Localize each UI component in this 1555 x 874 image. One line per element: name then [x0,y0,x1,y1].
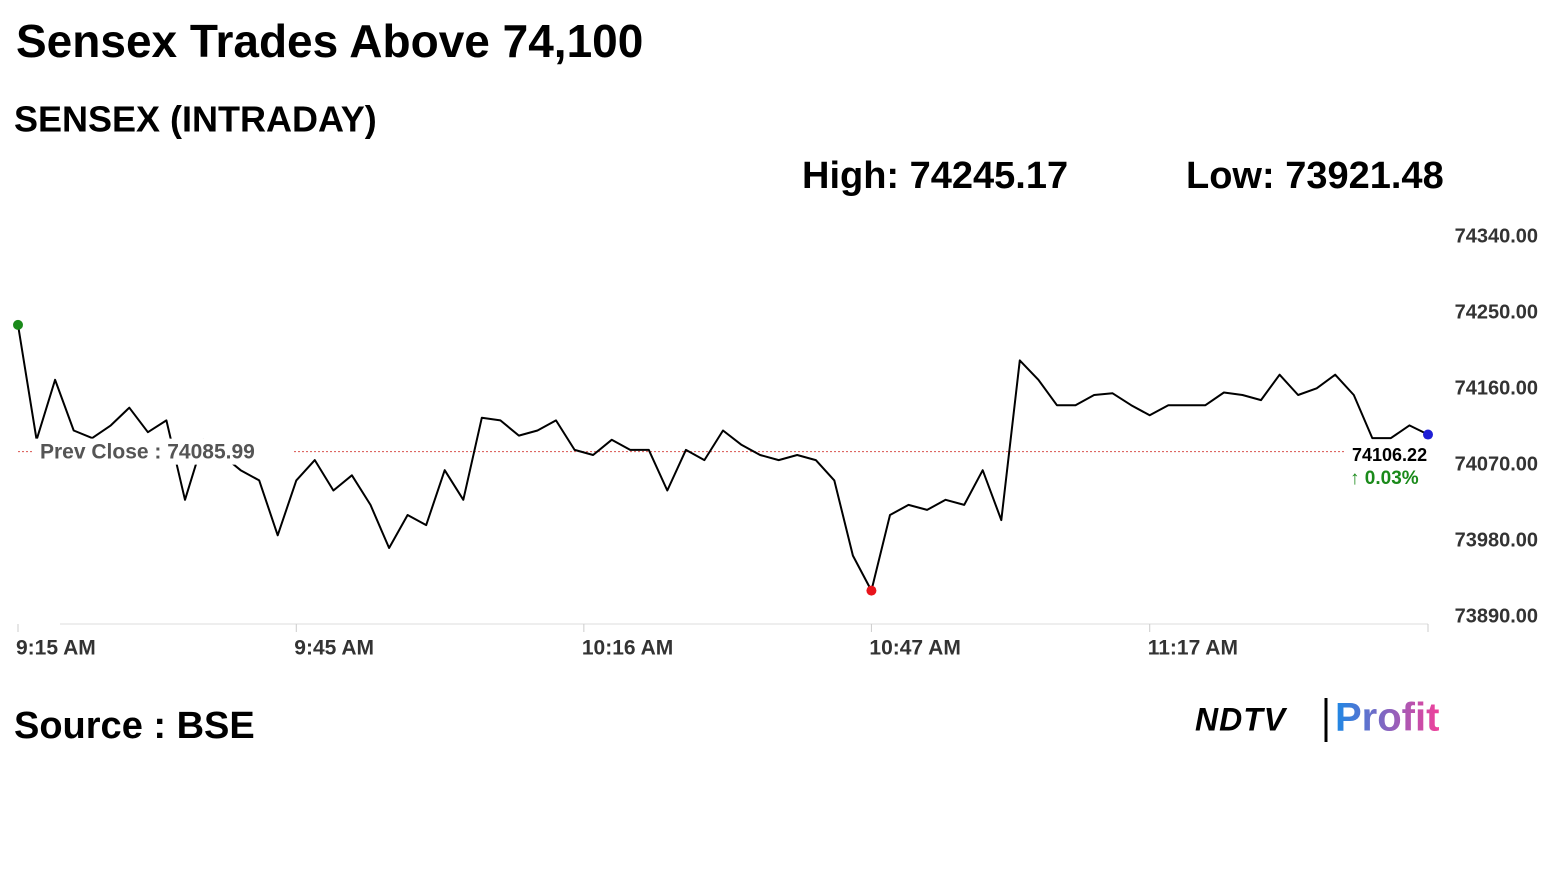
y-tick-label: 74070.00 [1455,453,1538,475]
x-tick-label: 9:15 AM [16,637,96,660]
high-label: High: [802,155,899,197]
y-tick-label: 74160.00 [1455,377,1538,399]
logo-ndtv: NDTV [1195,701,1288,737]
plot: 74340.00 74250.00 74160.00 74070.00 73980.00… [13,225,1538,660]
prev-close-label: Prev Close : [40,440,161,463]
change-label: ↑ 0.03% [1350,468,1419,489]
chart-title: Sensex Trades Above 74,100 [16,15,643,67]
prev-close-bg [34,438,292,465]
x-tick-label: 10:47 AM [869,637,960,660]
start-dot [13,319,23,330]
y-tick-label: 74250.00 [1455,301,1538,323]
low-label: Low: [1186,155,1275,197]
last-price: 74106.22 [1352,445,1427,465]
last-label-bg [1348,444,1440,490]
low-text: Low: 73921.48 [1186,155,1444,197]
y-tick-label: 73980.00 [1455,529,1538,551]
x-tick-label: 10:16 AM [582,637,673,660]
subtitle: SENSEX (INTRADAY) [14,99,377,140]
prev-close-value: 74085.99 [167,440,255,463]
price-line [17,324,1429,592]
low-value: 73921.48 [1285,155,1444,197]
logo-profit: Profit [1335,696,1439,740]
y-tick-label: 74340.00 [1455,225,1538,247]
high-text: High: 74245.17 [802,155,1068,197]
x-tick-label: 9:45 AM [294,637,374,660]
y-tick-label: 73890.00 [1455,606,1538,628]
high-value: 74245.17 [910,155,1069,197]
prev-close-text: Prev Close : 74085.99 [40,440,255,463]
source: Source : BSE [14,705,255,747]
x-tick-label: 11:17 AM [1148,637,1238,660]
end-dot [1423,429,1433,440]
low-dot [866,585,877,596]
